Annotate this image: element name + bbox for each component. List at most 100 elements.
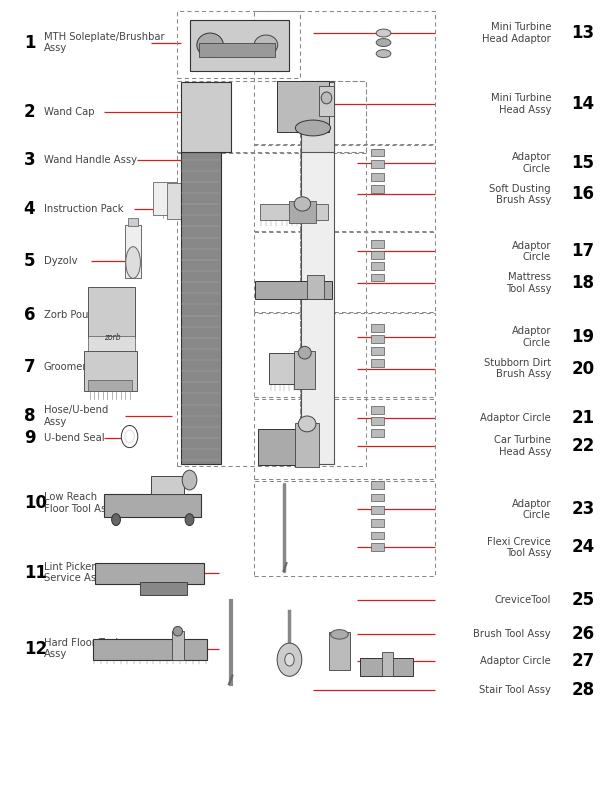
Bar [307, 276, 323, 299]
Ellipse shape [185, 514, 194, 526]
Bar [181, 152, 221, 464]
Text: 19: 19 [572, 328, 595, 346]
Text: 4: 4 [24, 199, 35, 218]
Text: Adaptor Circle: Adaptor Circle [481, 657, 551, 666]
Text: 6: 6 [24, 306, 35, 324]
Bar [167, 183, 186, 219]
Bar [83, 351, 137, 391]
Ellipse shape [197, 33, 223, 57]
Bar [104, 494, 201, 517]
Bar [256, 282, 332, 299]
Bar [371, 274, 383, 282]
Text: 28: 28 [572, 680, 595, 699]
Bar [371, 335, 383, 343]
Bar [254, 399, 435, 480]
Text: Zorb Pouch: Zorb Pouch [44, 310, 100, 320]
Text: U-bend Seal: U-bend Seal [44, 434, 104, 443]
Bar [254, 481, 435, 576]
Bar [294, 351, 316, 389]
Text: Groomer: Groomer [44, 362, 87, 372]
Bar [254, 313, 435, 397]
Bar [176, 153, 300, 466]
Bar [371, 417, 383, 425]
Ellipse shape [173, 626, 182, 636]
Ellipse shape [376, 39, 391, 47]
Bar [181, 82, 230, 152]
Bar [254, 233, 435, 311]
Ellipse shape [285, 653, 294, 666]
Bar [371, 481, 383, 489]
Text: Adaptor
Circle: Adaptor Circle [512, 499, 551, 520]
Bar [254, 11, 435, 144]
Bar [125, 225, 142, 279]
Ellipse shape [298, 346, 311, 359]
Text: Stubborn Dirt
Brush Assy: Stubborn Dirt Brush Assy [484, 358, 551, 380]
Bar [371, 173, 383, 181]
Ellipse shape [182, 470, 197, 490]
Bar [360, 658, 413, 676]
Bar [301, 82, 334, 152]
Text: 23: 23 [572, 500, 595, 518]
Text: 2: 2 [24, 103, 35, 121]
Text: 5: 5 [24, 252, 35, 270]
Bar [371, 518, 383, 526]
Ellipse shape [295, 120, 331, 136]
Text: 15: 15 [572, 154, 595, 172]
Bar [88, 336, 136, 353]
Text: 17: 17 [572, 242, 595, 260]
Bar [300, 80, 366, 152]
Text: 20: 20 [572, 360, 595, 377]
Text: zorb: zorb [104, 333, 120, 342]
Text: 25: 25 [572, 591, 595, 608]
Text: Mattress
Tool Assy: Mattress Tool Assy [506, 272, 551, 294]
Bar [371, 359, 383, 367]
Bar [295, 423, 319, 467]
Text: 11: 11 [24, 564, 47, 582]
Bar [176, 80, 366, 152]
Text: CreviceTool: CreviceTool [495, 595, 551, 604]
Text: 26: 26 [572, 626, 595, 643]
Text: 14: 14 [572, 95, 595, 114]
Ellipse shape [331, 630, 348, 639]
Text: Hose/U-bend
Assy: Hose/U-bend Assy [44, 405, 108, 427]
Text: Wand Handle Assy: Wand Handle Assy [44, 155, 137, 164]
Text: Adaptor
Circle: Adaptor Circle [512, 152, 551, 174]
Ellipse shape [376, 50, 391, 58]
Ellipse shape [125, 430, 134, 443]
Bar [371, 531, 383, 539]
Bar [371, 347, 383, 355]
Bar [277, 80, 329, 132]
Text: Adaptor
Circle: Adaptor Circle [512, 326, 551, 348]
Bar [371, 160, 383, 168]
Ellipse shape [277, 643, 302, 676]
Bar [371, 407, 383, 414]
Bar [371, 241, 383, 249]
Text: Hard Floor Tool
Assy: Hard Floor Tool Assy [44, 638, 118, 659]
Bar [371, 251, 383, 259]
Bar [371, 185, 383, 193]
Text: Mini Turbine
Head Adaptor: Mini Turbine Head Adaptor [482, 22, 551, 44]
Text: 9: 9 [24, 429, 35, 447]
Text: 27: 27 [572, 652, 595, 670]
Bar [172, 631, 184, 660]
Bar [371, 148, 383, 156]
Text: Mini Turbine
Head Assy: Mini Turbine Head Assy [491, 94, 551, 115]
Ellipse shape [298, 416, 316, 432]
Text: Instruction Pack: Instruction Pack [44, 204, 123, 214]
Text: 16: 16 [572, 186, 595, 203]
Text: 7: 7 [24, 358, 35, 376]
Text: Wand Cap: Wand Cap [44, 107, 94, 118]
Ellipse shape [126, 247, 140, 279]
Text: Car Turbine
Head Assy: Car Turbine Head Assy [494, 435, 551, 457]
Bar [301, 80, 334, 464]
Text: 24: 24 [572, 538, 595, 557]
Bar [88, 287, 136, 338]
Bar [371, 494, 383, 502]
Bar [151, 476, 184, 494]
Text: 12: 12 [24, 640, 47, 657]
Ellipse shape [121, 426, 138, 448]
Bar [289, 201, 316, 223]
Bar [329, 632, 350, 670]
Text: 8: 8 [24, 407, 35, 425]
Bar [190, 20, 289, 71]
